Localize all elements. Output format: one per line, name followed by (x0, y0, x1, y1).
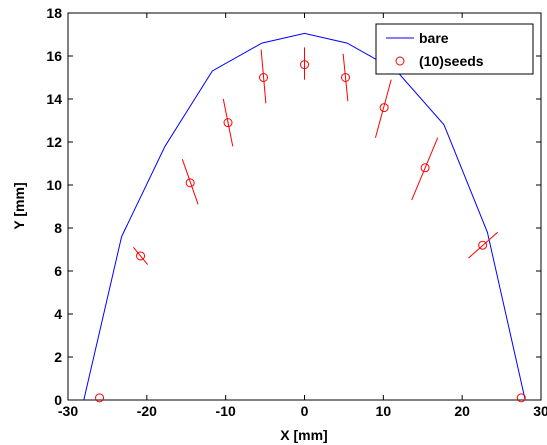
y-tick-label: 10 (46, 177, 62, 193)
y-tick-label: 18 (46, 5, 62, 21)
y-tick-label: 0 (54, 392, 62, 408)
seed-orientation-segment (374, 79, 392, 138)
x-axis-label: X [mm] (280, 427, 327, 443)
seed-marker (136, 251, 146, 261)
seed-orientation-segment (181, 159, 199, 205)
seed-marker (516, 393, 526, 403)
y-axis-label: Y [mm] (11, 182, 27, 229)
legend: bare (10)seeds (375, 23, 534, 75)
legend-label-bare: bare (419, 30, 449, 46)
seed-marker (300, 60, 309, 70)
y-tick-label: 16 (46, 48, 62, 64)
x-tick-label: 10 (376, 403, 392, 419)
seed-marker (478, 240, 488, 250)
series-layer (83, 32, 526, 403)
legend-marker-swatch (395, 56, 405, 66)
seed-orientation-segment (411, 137, 439, 201)
y-tick-label: 2 (54, 349, 62, 365)
seed-orientation-segment (342, 53, 349, 102)
seed-marker (95, 393, 105, 403)
seed-marker (259, 73, 269, 82)
ticks-layer: -30 -20 -10 0 10 20 30 0 2 4 6 8 10 12 14 16 18 (46, 5, 547, 419)
seed-marker (420, 163, 430, 173)
series-line-bare (83, 32, 526, 401)
x-tick-label: -30 (58, 403, 78, 419)
seed-marker (379, 103, 389, 113)
legend-label-seeds: (10)seeds (419, 53, 484, 69)
y-tick-label: 4 (54, 306, 62, 322)
x-tick-label: 0 (301, 403, 309, 419)
seed-orientation-segment (133, 247, 149, 265)
seed-orientation-segment (468, 231, 498, 259)
seed-orientation-segment (260, 49, 267, 104)
y-tick-label: 12 (46, 134, 62, 150)
y-tick-label: 14 (46, 91, 62, 107)
seed-orientation-segment (222, 98, 234, 147)
x-tick-label: -10 (216, 403, 236, 419)
seed-marker (185, 178, 195, 188)
x-tick-label: 30 (533, 403, 547, 419)
y-tick-label: 6 (54, 263, 62, 279)
x-tick-label: -20 (137, 403, 157, 419)
x-tick-label: 20 (454, 403, 470, 419)
y-tick-label: 8 (54, 220, 62, 236)
legend-box (375, 23, 534, 75)
seed-marker (223, 118, 233, 128)
seed-marker (340, 73, 350, 82)
